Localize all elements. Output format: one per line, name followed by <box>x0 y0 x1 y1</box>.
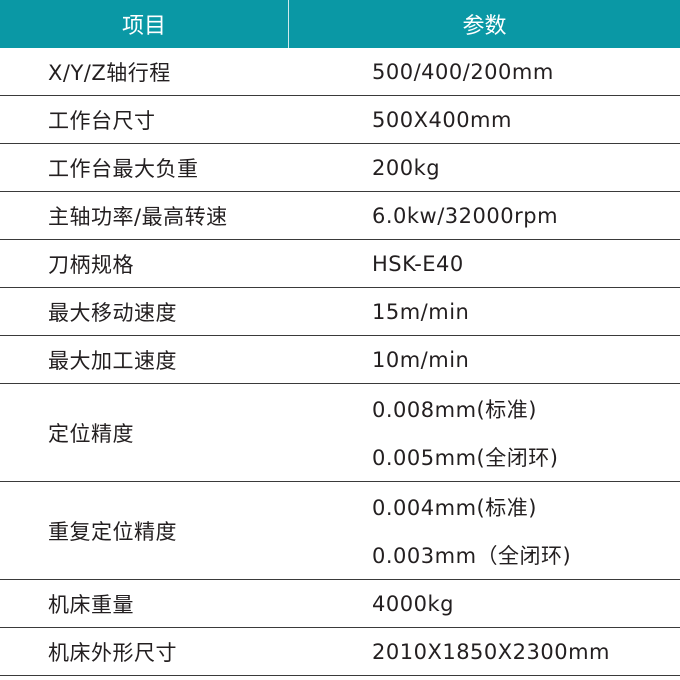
table-row: 工作台最大负重 200kg <box>0 144 680 192</box>
spec-value-cell: 15m/min <box>372 288 680 335</box>
table-header: 项目 参数 <box>0 0 680 48</box>
spec-value-cell: 200kg <box>372 144 680 191</box>
table-row: 刀柄规格 HSK-E40 <box>0 240 680 288</box>
table-row: 机床外形尺寸 2010X1850X2300mm <box>0 628 680 676</box>
spec-value: 2010X1850X2300mm <box>372 639 611 664</box>
spec-value-cell: 2010X1850X2300mm <box>372 628 680 675</box>
spec-value-cell: 500X400mm <box>372 96 680 143</box>
spec-item: 工作台最大负重 <box>48 156 199 181</box>
spec-value: 500/400/200mm <box>372 59 554 84</box>
table-row: 定位精度 0.008mm(标准) 0.005mm(全闭环) <box>0 384 680 482</box>
spec-value: 0.004mm(标准) <box>372 495 537 520</box>
spec-value-cell: 500/400/200mm <box>372 48 680 95</box>
table-row: 机床重量 4000kg <box>0 580 680 628</box>
spec-value: 0.005mm(全闭环) <box>372 445 559 470</box>
spec-value-cell: 0.008mm(标准) 0.005mm(全闭环) <box>372 384 680 481</box>
table-row: 工作台尺寸 500X400mm <box>0 96 680 144</box>
spec-item: 最大移动速度 <box>48 300 177 325</box>
header-item: 项目 <box>0 0 289 48</box>
spec-item: 刀柄规格 <box>48 252 134 277</box>
table-row: X/Y/Z轴行程 500/400/200mm <box>0 48 680 96</box>
spec-value: 0.003mm（全闭环) <box>372 543 572 568</box>
spec-item: 主轴功率/最高转速 <box>48 204 228 229</box>
spec-value: 200kg <box>372 155 441 180</box>
spec-item: 定位精度 <box>48 421 134 446</box>
spec-item: 机床外形尺寸 <box>48 640 177 665</box>
spec-value: 500X400mm <box>372 107 512 132</box>
table-row: 重复定位精度 0.004mm(标准) 0.003mm（全闭环) <box>0 482 680 580</box>
spec-value: 15m/min <box>372 299 470 324</box>
spec-item: X/Y/Z轴行程 <box>48 60 171 85</box>
spec-value-cell: 6.0kw/32000rpm <box>372 192 680 239</box>
spec-item: 工作台尺寸 <box>48 108 156 133</box>
spec-value: 6.0kw/32000rpm <box>372 203 559 228</box>
spec-value-cell: 0.004mm(标准) 0.003mm（全闭环) <box>372 482 680 579</box>
spec-item: 机床重量 <box>48 592 134 617</box>
spec-value-cell: 10m/min <box>372 336 680 383</box>
spec-value: 0.008mm(标准) <box>372 397 537 422</box>
spec-table-body: X/Y/Z轴行程 500/400/200mm 工作台尺寸 500X400mm 工作台最大… <box>0 48 680 676</box>
spec-value: 4000kg <box>372 591 454 616</box>
table-row: 主轴功率/最高转速 6.0kw/32000rpm <box>0 192 680 240</box>
spec-value-cell: 4000kg <box>372 580 680 627</box>
spec-value: 10m/min <box>372 347 470 372</box>
table-row: 最大加工速度 10m/min <box>0 336 680 384</box>
table-row: 最大移动速度 15m/min <box>0 288 680 336</box>
spec-value: HSK-E40 <box>372 251 464 276</box>
header-params: 参数 <box>462 14 507 39</box>
spec-value-cell: HSK-E40 <box>372 240 680 287</box>
spec-item: 最大加工速度 <box>48 348 177 373</box>
spec-item: 重复定位精度 <box>48 519 177 544</box>
